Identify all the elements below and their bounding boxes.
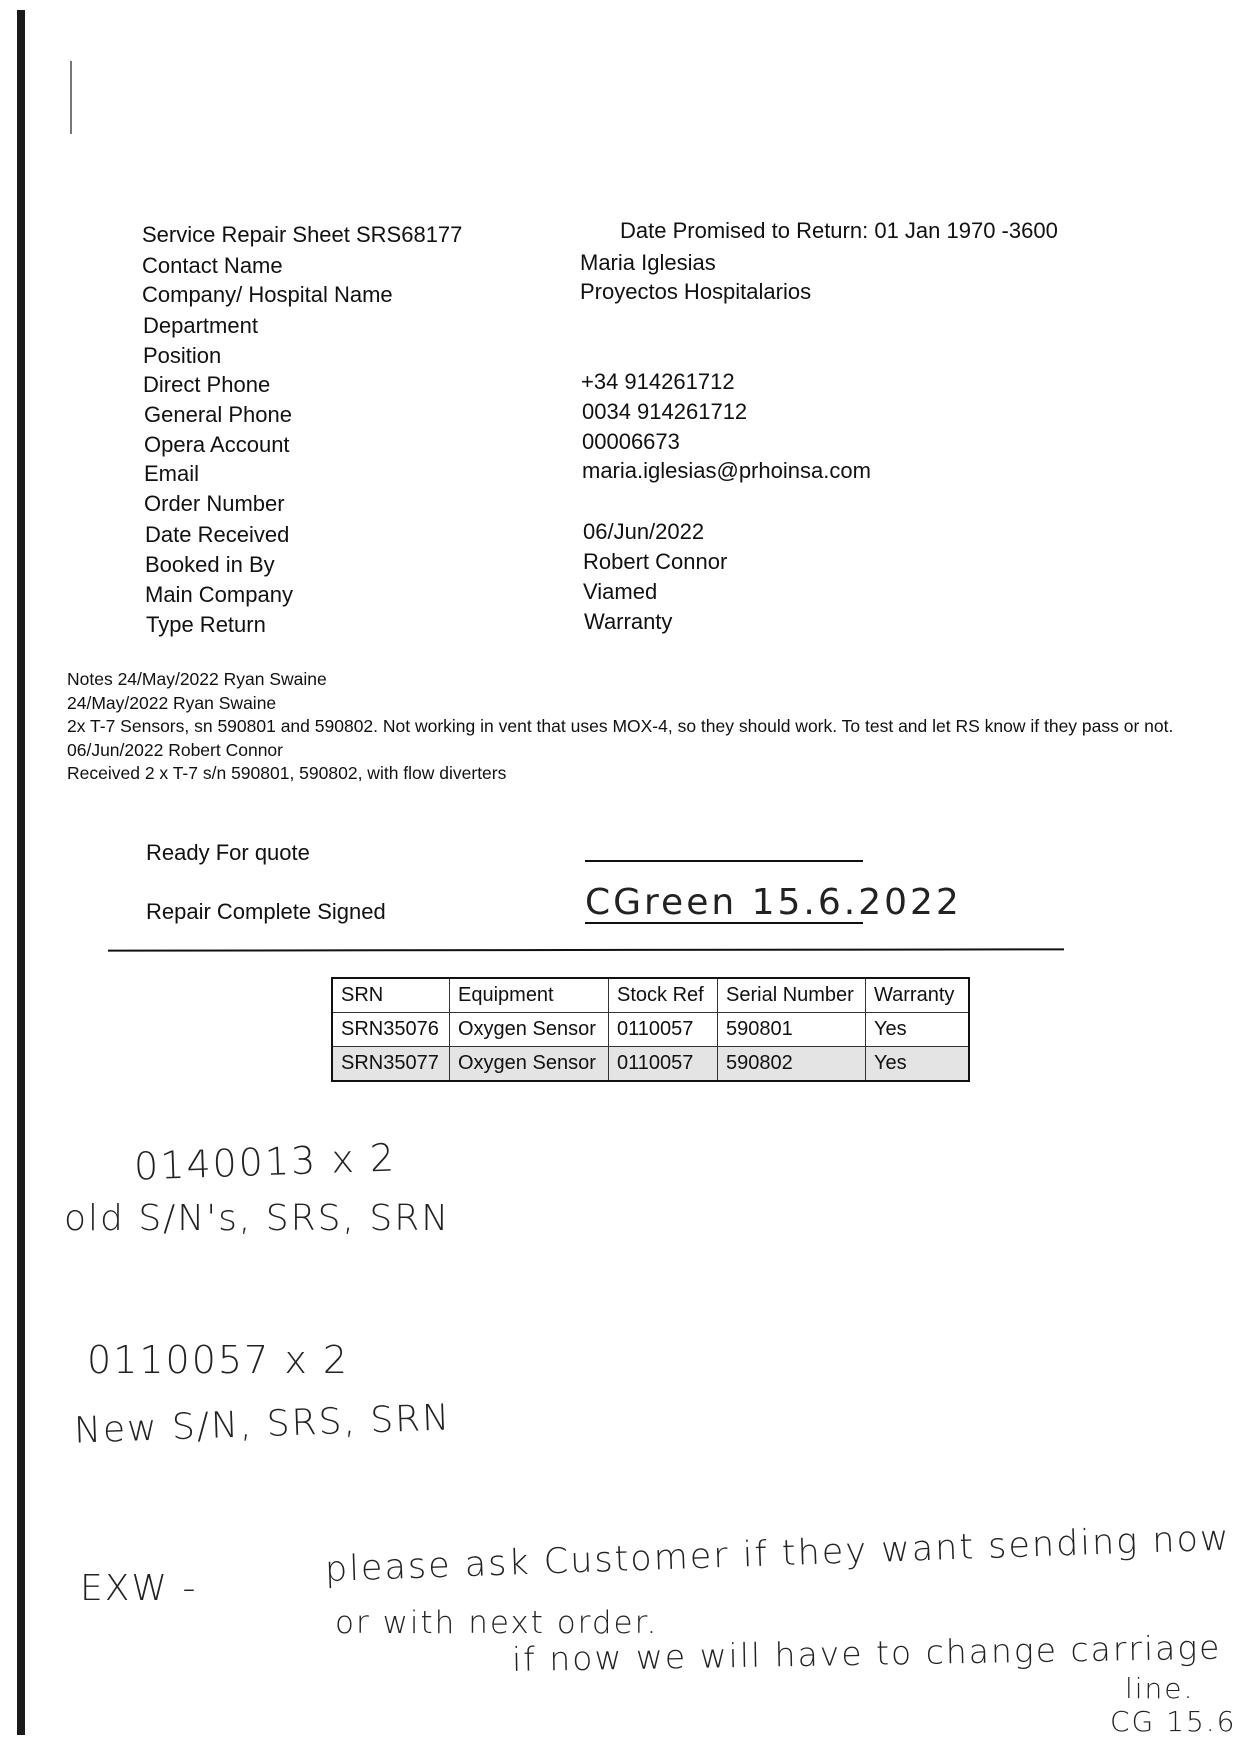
note-line: 2x T-7 Sensors, sn 590801 and 590802. No… (67, 716, 1174, 736)
table-row: SRN35077 Oxygen Sensor 0110057 590802 Ye… (331, 1046, 970, 1082)
field-value: Proyectos Hospitalarios (580, 279, 812, 304)
cell: Yes (865, 1046, 970, 1082)
field-value: maria.iglesias@prhoinsa.com (582, 458, 871, 483)
cell: 590801 (717, 1012, 866, 1047)
col-warranty: Warranty (865, 977, 970, 1013)
cell: SRN35076 (331, 1012, 450, 1047)
handwritten-line: please ask Customer if they want sending… (324, 1518, 1232, 1590)
scan-mark (70, 61, 72, 134)
handwritten-line: EXW - (80, 1568, 198, 1609)
field-value: +34 914261712 (581, 369, 735, 394)
field-label: Opera Account (144, 432, 290, 457)
field-value: 06/Jun/2022 (583, 519, 705, 544)
cell: Oxygen Sensor (449, 1012, 609, 1047)
note-line: Received 2 x T-7 s/n 590801, 590802, wit… (67, 763, 507, 783)
cell: 590802 (717, 1046, 866, 1082)
handwritten-line: New S/N, SRS, SRN (73, 1397, 452, 1452)
field-label: Type Return (146, 612, 266, 637)
divider (107, 948, 1065, 952)
table-row: SRN35076 Oxygen Sensor 0110057 590801 Ye… (331, 1012, 970, 1047)
field-label: General Phone (144, 402, 292, 427)
cell: 0110057 (608, 1012, 718, 1047)
cell: SRN35077 (331, 1046, 450, 1082)
field-value: Robert Connor (583, 549, 728, 574)
col-serial: Serial Number (717, 977, 866, 1013)
table-header-row: SRN Equipment Stock Ref Serial Number Wa… (331, 977, 970, 1013)
col-stock-ref: Stock Ref (608, 977, 718, 1013)
ready-signature-line (585, 860, 863, 862)
scan-edge (17, 10, 25, 1735)
repair-signature: CGreen 15.6.2022 (585, 882, 962, 923)
handwritten-initials: CG 15.6.2 (1110, 1705, 1239, 1738)
field-value: Maria Iglesias (580, 250, 716, 275)
field-label: Order Number (144, 491, 285, 516)
field-label: Direct Phone (143, 372, 271, 397)
field-value: 0034 914261712 (582, 399, 748, 424)
note-line: 06/Jun/2022 Robert Connor (67, 739, 283, 760)
note-line: Notes 24/May/2022 Ryan Swaine (67, 669, 327, 689)
ready-for-quote-label: Ready For quote (146, 840, 310, 865)
sheet-title: Service Repair Sheet SRS68177 (142, 222, 463, 247)
field-value: 00006673 (582, 429, 680, 454)
field-label: Date Received (145, 522, 290, 547)
complete-signature-line (585, 922, 863, 924)
field-label: Email (144, 461, 200, 486)
date-promised: Date Promised to Return: 01 Jan 1970 -36… (620, 218, 1058, 243)
handwritten-line: line. (1125, 1672, 1195, 1705)
note-line: 24/May/2022 Ryan Swaine (67, 692, 277, 713)
col-srn: SRN (331, 977, 450, 1013)
handwritten-line: 0110057 x 2 (87, 1338, 350, 1382)
field-value: Warranty (584, 609, 673, 634)
cell: Oxygen Sensor (449, 1046, 609, 1082)
field-label: Position (143, 343, 222, 368)
handwritten-line: old S/N's, SRS, SRN (64, 1198, 451, 1239)
field-label: Main Company (145, 582, 293, 607)
notes: Notes 24/May/2022 Ryan Swaine 24/May/202… (67, 668, 1232, 786)
cell: Yes (865, 1012, 970, 1047)
col-equipment: Equipment (449, 977, 609, 1013)
field-label: Contact Name (142, 253, 283, 278)
cell: 0110057 (608, 1046, 718, 1082)
field-value: Viamed (583, 579, 658, 604)
handwritten-line: 0140013 x 2 (133, 1135, 397, 1189)
handwritten-line: or with next order. (335, 1605, 659, 1641)
equipment-table: SRN Equipment Stock Ref Serial Number Wa… (331, 977, 970, 1082)
field-label: Department (143, 313, 258, 338)
field-label: Company/ Hospital Name (142, 282, 393, 307)
field-label: Booked in By (145, 552, 275, 577)
repair-complete-label: Repair Complete Signed (146, 899, 386, 924)
